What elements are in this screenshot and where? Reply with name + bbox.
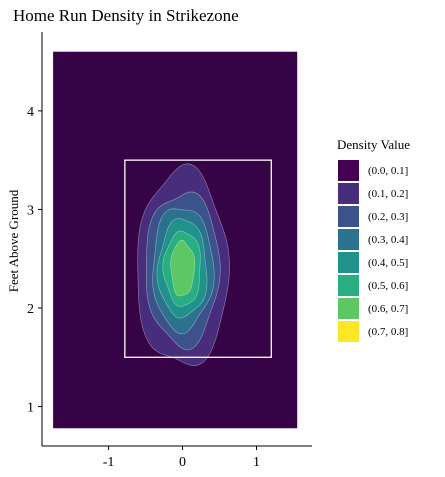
y-tick-label: 4 xyxy=(27,105,34,120)
y-tick-label: 2 xyxy=(27,302,34,317)
legend-swatch xyxy=(338,183,359,204)
legend-swatch xyxy=(338,321,359,342)
y-axis-label: Feet Above Ground xyxy=(6,189,21,292)
y-tick-label: 1 xyxy=(27,401,34,416)
legend-label: (0.2, 0.3] xyxy=(368,211,408,223)
legend-label: (0.4, 0.5] xyxy=(368,257,408,269)
legend-label: (0.3, 0.4] xyxy=(368,234,408,246)
legend-swatch xyxy=(338,275,359,296)
legend-label: (0.6, 0.7] xyxy=(368,303,408,315)
legend-swatch xyxy=(338,229,359,250)
strike-zone-box xyxy=(124,159,272,358)
legend-label: (0.7, 0.8] xyxy=(368,326,408,338)
density-contour xyxy=(170,239,196,297)
axes: -1 0 1 1 2 3 4 xyxy=(27,32,312,470)
chart-title: Home Run Density in Strikezone xyxy=(13,6,239,25)
legend-swatch xyxy=(338,252,359,273)
legend-label: (0.1, 0.2] xyxy=(368,188,408,200)
legend-title: Density Value xyxy=(337,137,410,152)
x-tick-label: 0 xyxy=(179,455,186,470)
legend-label: (0.5, 0.6] xyxy=(368,280,408,292)
legend-swatch xyxy=(338,298,359,319)
legend-swatch xyxy=(338,160,359,181)
legend-swatch xyxy=(338,206,359,227)
legend-label: (0.0, 0.1] xyxy=(368,165,408,177)
y-tick-label: 3 xyxy=(27,203,34,218)
legend: Density Value (0.0, 0.1] (0.1, 0.2] (0.2, … xyxy=(337,137,410,342)
x-tick-label: 1 xyxy=(253,455,260,470)
plot-area xyxy=(53,51,298,429)
x-tick-label: -1 xyxy=(103,455,115,470)
